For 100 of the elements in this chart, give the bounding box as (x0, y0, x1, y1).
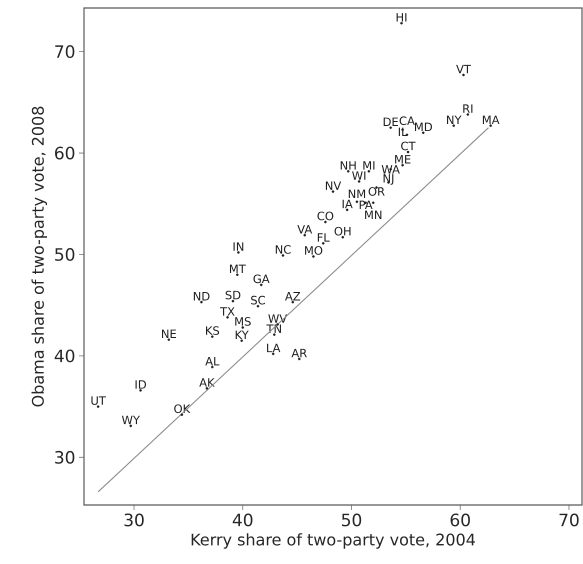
annotation: OR (368, 187, 385, 196)
point (168, 338, 170, 341)
annotation: SD (226, 290, 240, 300)
x-tick-label: 30 (124, 514, 144, 526)
point (272, 352, 274, 356)
point (256, 304, 260, 308)
x-tick-label: 70 (560, 514, 579, 526)
point (466, 113, 470, 116)
y-tick-label: 30 (55, 450, 74, 464)
annotation: LA (267, 344, 280, 352)
annotation: NH (340, 161, 356, 170)
annotation: WV (268, 314, 288, 323)
point (401, 164, 404, 167)
y-tick-label: 70 (55, 45, 74, 58)
annotation: VT (456, 64, 471, 74)
annotation: WY (122, 416, 140, 424)
annotation: TX (220, 307, 235, 316)
point (422, 131, 425, 134)
annotation: PA (360, 200, 373, 210)
y-axis-title: Obama share of two-party vote, 2008 (32, 106, 48, 407)
annotation: MI (363, 161, 374, 170)
annotation: NY (447, 116, 462, 124)
point (200, 300, 203, 304)
point (211, 366, 214, 368)
point (356, 200, 358, 204)
point (489, 124, 492, 127)
annotation: OH (334, 226, 351, 236)
annotation: WA (382, 165, 400, 174)
point (240, 339, 243, 342)
point (341, 236, 344, 239)
point (324, 220, 327, 224)
point (206, 387, 208, 390)
point (322, 242, 325, 245)
annotation: VA (297, 225, 312, 234)
annotation: RI (463, 104, 472, 113)
annotation: DE (384, 118, 398, 126)
annotation: ID (136, 380, 146, 389)
annotation: HI (396, 13, 406, 22)
annotation: MT (230, 264, 246, 274)
y-tick-label: 50 (55, 248, 74, 261)
annotation: IN (234, 242, 244, 251)
x-tick-label: 50 (342, 514, 362, 526)
annotation: KY (236, 330, 249, 339)
point (303, 234, 306, 236)
annotation: SC (251, 296, 266, 304)
point (346, 170, 350, 173)
point (282, 254, 284, 257)
annotation: AK (199, 378, 215, 387)
point (180, 413, 184, 416)
annotation: WI (352, 171, 366, 180)
point (406, 150, 410, 154)
point (368, 170, 370, 173)
point (139, 389, 142, 392)
annotation: ND (194, 292, 210, 300)
point (260, 284, 263, 286)
point (462, 74, 465, 76)
annotation: AR (291, 348, 307, 358)
point (96, 405, 100, 408)
point (312, 255, 315, 258)
annotation: CT (401, 142, 416, 150)
point (389, 126, 392, 129)
annotation: ME (395, 155, 410, 164)
point (452, 124, 455, 127)
y-tick-label: 60 (55, 146, 74, 160)
annotation: KS (206, 326, 220, 335)
annotation: MO (305, 246, 322, 255)
point (129, 424, 132, 428)
point (232, 300, 234, 302)
annotation: NE (162, 330, 176, 338)
annotation: NC (276, 245, 291, 254)
annotation: UT (91, 396, 106, 405)
annotation: MA (482, 116, 500, 124)
point (346, 208, 348, 212)
point (400, 22, 403, 25)
point (272, 333, 276, 336)
point (226, 316, 229, 319)
annotation: MS (235, 317, 251, 326)
y-tick-label: 40 (54, 349, 74, 362)
point (237, 251, 240, 254)
point (358, 180, 360, 183)
point (332, 190, 334, 193)
point (291, 300, 294, 304)
x-tick-label: 60 (450, 514, 470, 526)
annotation: NM (348, 190, 366, 198)
annotation: MD (414, 122, 432, 132)
annotation: IA (342, 200, 353, 208)
annotation: CO (317, 212, 334, 220)
annotation: GA (253, 274, 270, 284)
annotation: AZ (284, 292, 300, 300)
point (298, 358, 301, 360)
x-axis-title: Kerry share of two-party vote, 2004 (192, 533, 475, 549)
point (236, 273, 239, 276)
point (211, 335, 214, 338)
annotation: MN (365, 210, 382, 220)
point (241, 326, 244, 329)
annotation: CA (400, 116, 415, 126)
annotation: NV (326, 181, 342, 190)
annotation: AL (205, 356, 220, 366)
annotation: OK (174, 404, 190, 414)
annotation: FL (318, 233, 330, 242)
